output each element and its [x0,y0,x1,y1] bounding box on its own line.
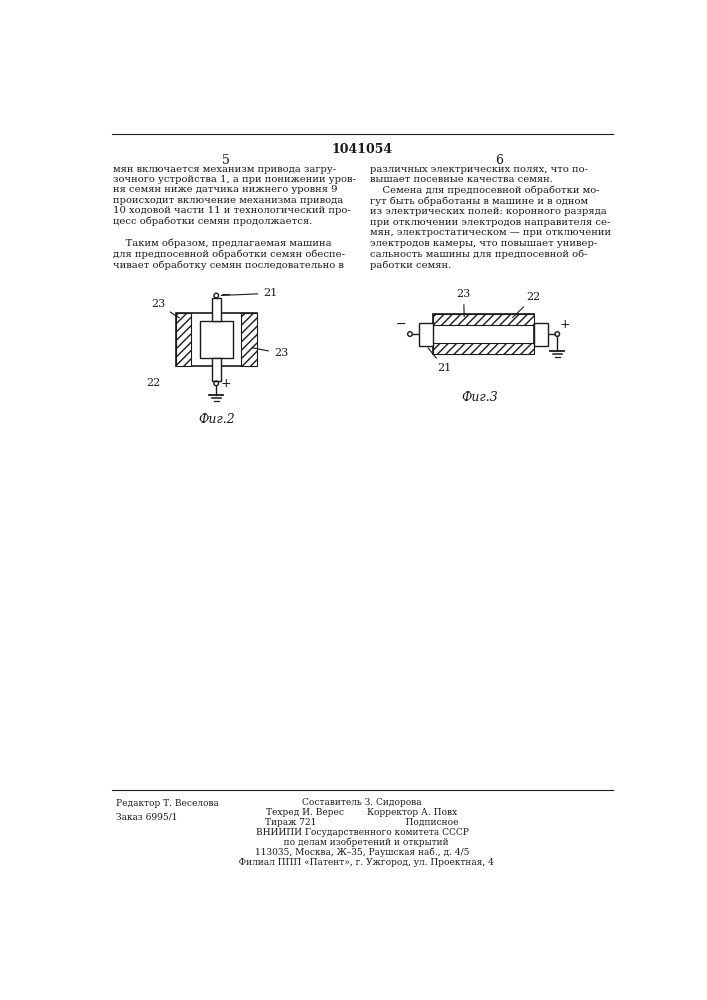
Text: ВНИИПИ Государственного комитета СССР: ВНИИПИ Государственного комитета СССР [255,828,469,837]
Text: 6: 6 [495,154,503,167]
Bar [433,314,534,325]
Text: 21: 21 [221,288,277,298]
Bar [534,323,548,346]
Text: различных электрических полях, что по-
вышает посевные качества семян.
    Семен: различных электрических полях, что по- в… [370,165,611,270]
Text: Техред И. Верес        Корректор А. Повх: Техред И. Верес Корректор А. Повх [267,808,457,817]
Text: Составитель З. Сидорова: Составитель З. Сидорова [302,798,422,807]
Bar [175,313,257,366]
Text: по делам изобретений и открытий: по делам изобретений и открытий [275,838,449,847]
Text: Редактор Т. Веселова
Заказ 6995/1: Редактор Т. Веселова Заказ 6995/1 [115,799,218,821]
Text: мян включается механизм привода загру-
зочного устройства 1, а при понижении уро: мян включается механизм привода загру- з… [113,165,356,270]
Bar [419,323,433,346]
Text: −: − [221,289,231,302]
Text: 23: 23 [252,348,288,358]
Bar [211,358,221,381]
Bar [175,313,191,366]
Text: 113035, Москва, Ж–35, Раушская наб., д. 4/5: 113035, Москва, Ж–35, Раушская наб., д. … [255,848,469,857]
Bar [433,314,534,354]
Bar [433,343,534,354]
Text: +: + [221,377,231,390]
Text: −: − [395,318,406,331]
Text: 22: 22 [147,378,161,388]
Bar [200,321,233,358]
Text: Фиг.2: Фиг.2 [198,413,235,426]
Bar [241,313,257,366]
Text: 5: 5 [223,154,230,167]
Bar [211,298,221,321]
Text: Тираж 721                               Подписное: Тираж 721 Подписное [265,818,459,827]
Text: 1041054: 1041054 [332,143,392,156]
Text: +: + [560,318,571,331]
Text: Фиг.3: Фиг.3 [462,391,498,404]
Text: Филиал ППП «Патент», г. Ужгород, ул. Проектная, 4: Филиал ППП «Патент», г. Ужгород, ул. Про… [230,858,494,867]
Text: 21: 21 [428,348,451,373]
Text: 23: 23 [151,299,180,318]
Text: 23: 23 [457,289,471,317]
Text: 22: 22 [513,292,540,317]
